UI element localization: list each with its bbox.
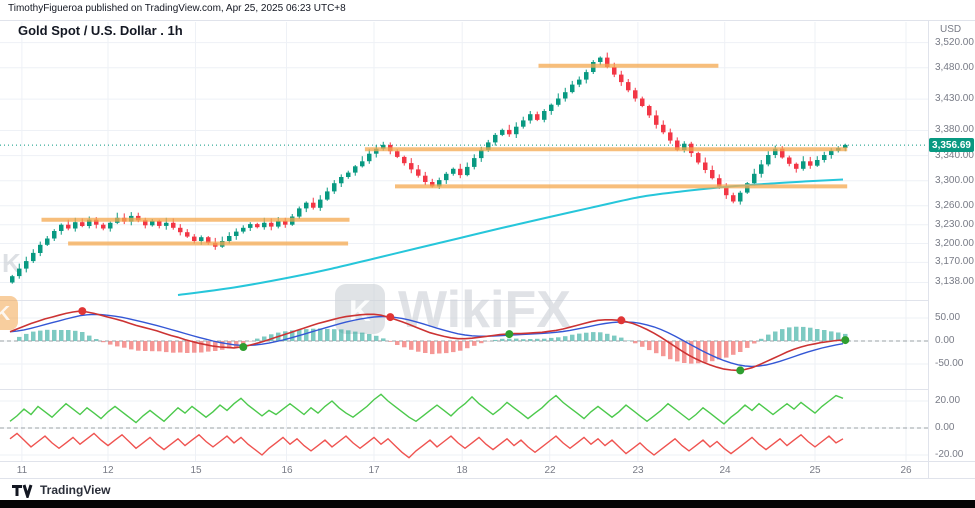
wikifx-partial-icon bbox=[0, 296, 18, 330]
buy-signal-dot bbox=[239, 343, 248, 351]
price-axis[interactable]: 3,520.00 3,480.00 3,430.00 3,380.00 3,340.00… bbox=[928, 0, 975, 478]
buy-signal-dot bbox=[505, 330, 514, 339]
price-axis-label: -20.00 bbox=[935, 449, 964, 460]
tradingview-logo[interactable]: TradingView bbox=[12, 482, 110, 498]
footer-bar: TradingView bbox=[0, 479, 975, 500]
price-axis-label: 3,340.00 bbox=[935, 150, 974, 161]
buy-signal-dot bbox=[736, 366, 745, 375]
price-axis-label: 3,430.00 bbox=[935, 93, 974, 104]
price-axis-label: 3,380.00 bbox=[935, 124, 974, 135]
attribution-text: TimothyFigueroa published on TradingView… bbox=[8, 3, 346, 14]
candlesticks bbox=[10, 52, 848, 284]
wikifx-watermark-text: WikiFX bbox=[398, 281, 571, 339]
price-axis-label: 0.00 bbox=[935, 422, 955, 433]
time-axis-label: 15 bbox=[190, 465, 202, 476]
tradingview-brand-text: TradingView bbox=[40, 482, 111, 497]
macd-signal-line bbox=[9, 313, 844, 368]
chart-canvas[interactable]: K WikiFX K K bbox=[0, 0, 975, 480]
time-axis-label: 23 bbox=[632, 465, 644, 476]
svg-text:K: K bbox=[0, 303, 11, 325]
currency-label: USD bbox=[940, 24, 962, 35]
wikifx-watermark: K WikiFX K K bbox=[0, 248, 571, 339]
time-axis-label: 17 bbox=[368, 465, 380, 476]
price-axis-label: 3,300.00 bbox=[935, 175, 974, 186]
buy-signal-dot bbox=[841, 336, 850, 345]
price-axis-label: 3,520.00 bbox=[935, 37, 974, 48]
sell-signal-dot bbox=[386, 313, 395, 322]
time-axis-label: 16 bbox=[281, 465, 293, 476]
price-axis-label: 3,260.00 bbox=[935, 200, 974, 211]
bottom-black-bar bbox=[0, 500, 975, 508]
price-axis-label: 0.00 bbox=[935, 335, 955, 346]
pane-separators bbox=[0, 20, 975, 479]
time-axis-label: 11 bbox=[16, 465, 28, 476]
time-axis[interactable]: 11 12 15 16 17 18 22 23 24 25 26 bbox=[0, 462, 928, 480]
time-axis-label: 12 bbox=[102, 465, 114, 476]
time-axis-label: 24 bbox=[719, 465, 731, 476]
wikifx-partial-letter: K bbox=[2, 248, 21, 278]
tradingview-logo-icon bbox=[12, 484, 33, 498]
sell-signal-dot bbox=[617, 316, 626, 325]
price-axis-label: 3,230.00 bbox=[935, 219, 974, 230]
price-axis-label: -50.00 bbox=[935, 358, 964, 369]
time-axis-label: 25 bbox=[809, 465, 821, 476]
price-axis-label: 3,480.00 bbox=[935, 62, 974, 73]
price-axis-label: 3,200.00 bbox=[935, 238, 974, 249]
price-axis-label: 3,170.00 bbox=[935, 256, 974, 267]
time-axis-label: 22 bbox=[544, 465, 556, 476]
time-axis-label: 26 bbox=[900, 465, 912, 476]
symbol-title: Gold Spot / U.S. Dollar . 1h bbox=[18, 23, 183, 38]
oscillator-green-line bbox=[9, 393, 844, 425]
price-axis-label: 20.00 bbox=[935, 395, 961, 406]
oscillator-red-line bbox=[9, 432, 844, 459]
sell-signal-dot bbox=[78, 307, 87, 316]
time-axis-label: 18 bbox=[456, 465, 468, 476]
macd-pane bbox=[0, 307, 928, 375]
svg-text:K: K bbox=[349, 295, 371, 328]
price-axis-label: 50.00 bbox=[935, 312, 961, 323]
level-lines bbox=[41, 63, 848, 246]
macd-line bbox=[9, 310, 844, 372]
oscillator-pane bbox=[0, 393, 928, 459]
last-price-badge: 3,356.69 bbox=[929, 138, 974, 152]
price-axis-label: 3,138.00 bbox=[935, 276, 974, 287]
